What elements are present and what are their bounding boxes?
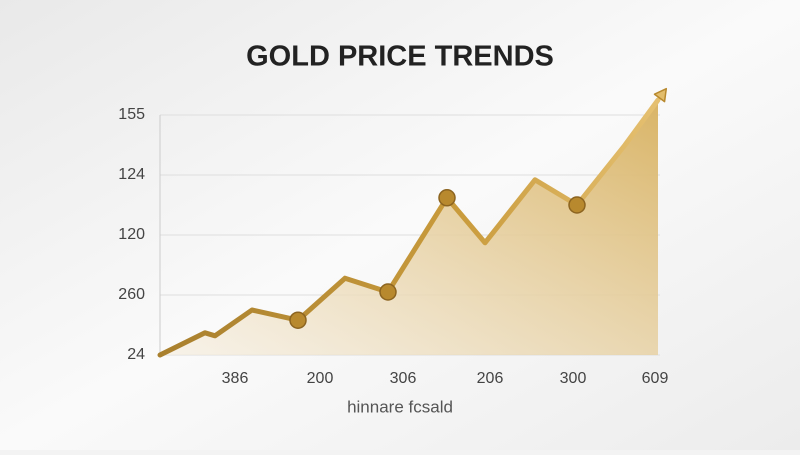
point [438,189,456,207]
x-tick-label: 206 [477,370,504,387]
x-axis-label: hinnare fcsald [347,397,453,416]
point [289,311,307,329]
y-tick-label: 155 [118,106,145,123]
x-tick-label: 306 [390,370,417,387]
x-tick-label: 609 [642,370,669,387]
arrow-head [653,87,668,103]
chart-title: GOLD PRICE TRENDS [246,41,554,73]
x-tick-label: 200 [307,370,334,387]
y-tick-label: 260 [118,286,145,303]
point [379,283,397,301]
x-tick-label: 300 [560,370,587,387]
y-tick-label: 120 [118,226,145,243]
x-tick-label: 386 [222,370,249,387]
y-tick-label: 24 [127,346,145,363]
point [568,196,586,214]
area [160,100,658,355]
y-tick-label: 124 [118,166,145,183]
